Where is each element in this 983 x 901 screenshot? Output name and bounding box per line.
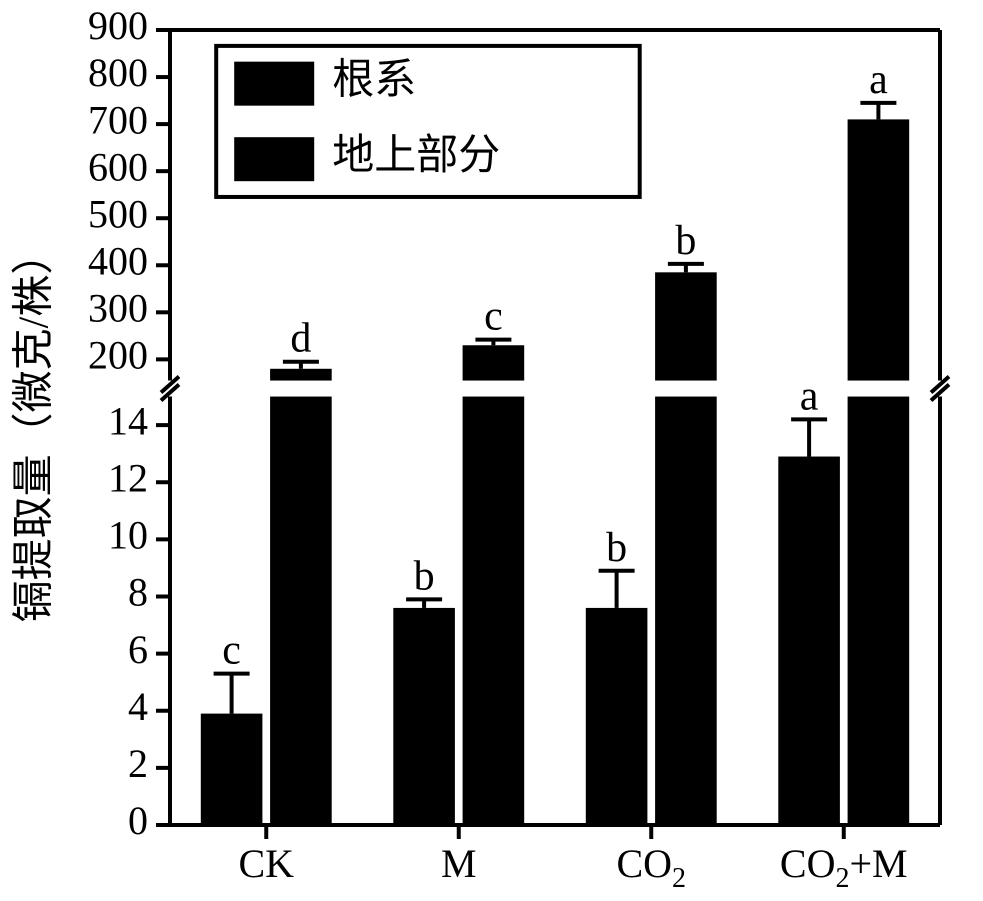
legend-swatch bbox=[234, 137, 314, 181]
y-tick-label: 700 bbox=[88, 97, 148, 142]
y-tick-label: 8 bbox=[128, 570, 148, 615]
y-tick-label: 0 bbox=[128, 798, 148, 843]
y-tick-label: 2 bbox=[128, 741, 148, 786]
y-tick-label: 900 bbox=[88, 3, 148, 48]
legend-label: 根系 bbox=[332, 57, 416, 103]
bar-lower bbox=[655, 397, 717, 825]
sig-label: d bbox=[290, 316, 311, 362]
bar bbox=[586, 608, 648, 825]
bar-upper bbox=[463, 345, 525, 380]
sig-label: c bbox=[222, 628, 241, 674]
sig-label: b bbox=[675, 218, 696, 264]
y-tick-label: 6 bbox=[128, 627, 148, 672]
bar bbox=[393, 608, 455, 825]
y-tick-label: 600 bbox=[88, 144, 148, 189]
y-tick-label: 200 bbox=[88, 333, 148, 378]
y-tick-label: 4 bbox=[128, 684, 148, 729]
sig-label: c bbox=[484, 294, 503, 340]
bar-upper bbox=[848, 119, 910, 380]
y-tick-label: 300 bbox=[88, 285, 148, 330]
y-axis-label: 镉提取量（微克/株） bbox=[12, 233, 58, 623]
bar-lower bbox=[463, 397, 525, 825]
sig-label: a bbox=[869, 57, 888, 103]
sig-label: a bbox=[800, 373, 819, 419]
bar-upper bbox=[655, 272, 717, 380]
y-tick-label: 10 bbox=[108, 513, 148, 558]
bar bbox=[201, 714, 263, 825]
x-tick-label: CK bbox=[238, 841, 294, 886]
bar-lower bbox=[848, 397, 910, 825]
x-tick-label: M bbox=[441, 841, 477, 886]
y-tick-label: 400 bbox=[88, 238, 148, 283]
legend-swatch bbox=[234, 62, 314, 106]
sig-label: b bbox=[606, 525, 627, 571]
sig-label: b bbox=[414, 553, 435, 599]
bar bbox=[778, 457, 840, 825]
y-tick-label: 14 bbox=[108, 398, 148, 443]
bar-chart: 0 2 4 6 8 10 12 14 200300400500600700800900 镉提取量（… bbox=[0, 0, 983, 901]
y-tick-label: 12 bbox=[108, 455, 148, 500]
bar-upper bbox=[270, 369, 332, 381]
y-tick-label: 500 bbox=[88, 191, 148, 236]
bar-lower bbox=[270, 397, 332, 825]
y-tick-label: 800 bbox=[88, 50, 148, 95]
legend-label: 地上部分 bbox=[332, 133, 500, 179]
